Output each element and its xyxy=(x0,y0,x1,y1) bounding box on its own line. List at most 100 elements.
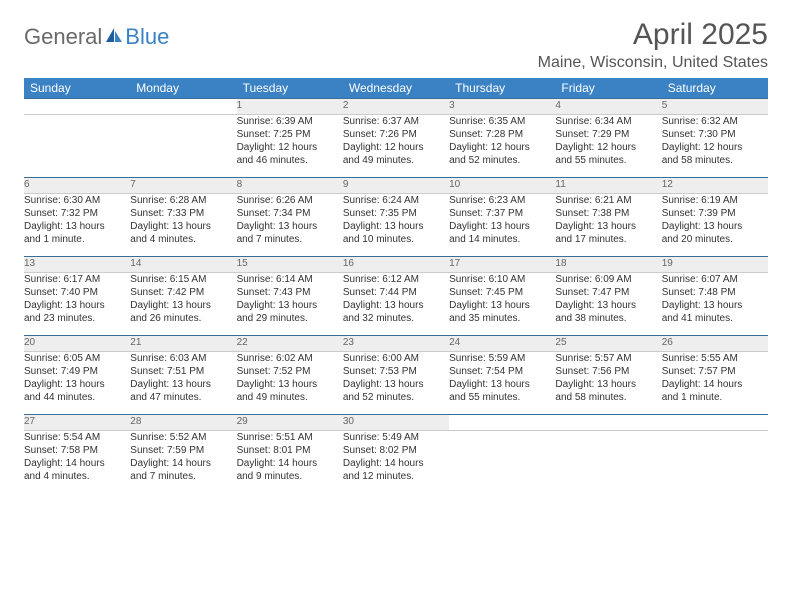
sunrise-text: Sunrise: 6:30 AM xyxy=(24,194,130,207)
daylight-text-1: Daylight: 13 hours xyxy=(24,299,130,312)
sunrise-text: Sunrise: 6:21 AM xyxy=(555,194,661,207)
sunrise-text: Sunrise: 6:00 AM xyxy=(343,352,449,365)
sunset-text: Sunset: 8:02 PM xyxy=(343,444,449,457)
daylight-text-2: and 58 minutes. xyxy=(555,391,661,404)
day-detail-cell: Sunrise: 6:17 AMSunset: 7:40 PMDaylight:… xyxy=(24,273,130,336)
day-number-cell xyxy=(662,415,768,431)
day-number-cell: 28 xyxy=(130,415,236,431)
daylight-text-1: Daylight: 12 hours xyxy=(555,141,661,154)
daylight-text-1: Daylight: 14 hours xyxy=(237,457,343,470)
daylight-text-2: and 49 minutes. xyxy=(343,154,449,167)
day-detail-cell: Sunrise: 6:19 AMSunset: 7:39 PMDaylight:… xyxy=(662,194,768,257)
sunrise-text: Sunrise: 6:35 AM xyxy=(449,115,555,128)
day-detail-cell: Sunrise: 5:59 AMSunset: 7:54 PMDaylight:… xyxy=(449,352,555,415)
day-number-cell: 13 xyxy=(24,257,130,273)
sunrise-text: Sunrise: 6:14 AM xyxy=(237,273,343,286)
weekday-header: Monday xyxy=(130,78,236,99)
daylight-text-2: and 44 minutes. xyxy=(24,391,130,404)
calendar-table: Sunday Monday Tuesday Wednesday Thursday… xyxy=(24,78,768,493)
day-number-cell: 5 xyxy=(662,99,768,115)
month-title: April 2025 xyxy=(538,18,768,52)
daylight-text-1: Daylight: 13 hours xyxy=(343,378,449,391)
day-detail-cell: Sunrise: 6:32 AMSunset: 7:30 PMDaylight:… xyxy=(662,115,768,178)
daylight-text-1: Daylight: 13 hours xyxy=(237,378,343,391)
sunrise-text: Sunrise: 6:02 AM xyxy=(237,352,343,365)
sunset-text: Sunset: 7:44 PM xyxy=(343,286,449,299)
sail-icon xyxy=(104,26,124,44)
day-number-cell: 11 xyxy=(555,178,661,194)
day-detail-cell: Sunrise: 6:05 AMSunset: 7:49 PMDaylight:… xyxy=(24,352,130,415)
sunset-text: Sunset: 7:29 PM xyxy=(555,128,661,141)
daylight-text-1: Daylight: 13 hours xyxy=(24,220,130,233)
daylight-text-2: and 55 minutes. xyxy=(449,391,555,404)
location-text: Maine, Wisconsin, United States xyxy=(538,54,768,72)
day-detail-cell: Sunrise: 5:55 AMSunset: 7:57 PMDaylight:… xyxy=(662,352,768,415)
day-detail-cell: Sunrise: 6:03 AMSunset: 7:51 PMDaylight:… xyxy=(130,352,236,415)
daynum-row: 13141516171819 xyxy=(24,257,768,273)
weekday-header: Wednesday xyxy=(343,78,449,99)
daynum-row: 6789101112 xyxy=(24,178,768,194)
sunrise-text: Sunrise: 6:03 AM xyxy=(130,352,236,365)
daylight-text-2: and 17 minutes. xyxy=(555,233,661,246)
day-number-cell: 7 xyxy=(130,178,236,194)
sunrise-text: Sunrise: 6:32 AM xyxy=(662,115,768,128)
day-number-cell xyxy=(449,415,555,431)
sunrise-text: Sunrise: 5:59 AM xyxy=(449,352,555,365)
daylight-text-1: Daylight: 13 hours xyxy=(449,220,555,233)
day-number-cell: 2 xyxy=(343,99,449,115)
day-detail-cell xyxy=(662,431,768,494)
sunrise-text: Sunrise: 5:49 AM xyxy=(343,431,449,444)
daylight-text-2: and 12 minutes. xyxy=(343,470,449,483)
daylight-text-1: Daylight: 13 hours xyxy=(343,299,449,312)
detail-row: Sunrise: 6:05 AMSunset: 7:49 PMDaylight:… xyxy=(24,352,768,415)
sunset-text: Sunset: 7:33 PM xyxy=(130,207,236,220)
day-detail-cell: Sunrise: 6:39 AMSunset: 7:25 PMDaylight:… xyxy=(237,115,343,178)
daylight-text-1: Daylight: 14 hours xyxy=(343,457,449,470)
sunset-text: Sunset: 7:30 PM xyxy=(662,128,768,141)
brand-logo: General Blue xyxy=(24,18,169,50)
daylight-text-2: and 58 minutes. xyxy=(662,154,768,167)
sunset-text: Sunset: 7:42 PM xyxy=(130,286,236,299)
sunrise-text: Sunrise: 6:05 AM xyxy=(24,352,130,365)
daylight-text-1: Daylight: 14 hours xyxy=(130,457,236,470)
sunset-text: Sunset: 7:54 PM xyxy=(449,365,555,378)
daylight-text-2: and 9 minutes. xyxy=(237,470,343,483)
sunrise-text: Sunrise: 5:52 AM xyxy=(130,431,236,444)
day-detail-cell: Sunrise: 6:35 AMSunset: 7:28 PMDaylight:… xyxy=(449,115,555,178)
day-number-cell: 10 xyxy=(449,178,555,194)
daylight-text-2: and 4 minutes. xyxy=(24,470,130,483)
daylight-text-1: Daylight: 13 hours xyxy=(130,220,236,233)
title-block: April 2025 Maine, Wisconsin, United Stat… xyxy=(538,18,768,72)
day-number-cell: 24 xyxy=(449,336,555,352)
day-detail-cell: Sunrise: 6:23 AMSunset: 7:37 PMDaylight:… xyxy=(449,194,555,257)
daylight-text-2: and 41 minutes. xyxy=(662,312,768,325)
day-detail-cell: Sunrise: 6:15 AMSunset: 7:42 PMDaylight:… xyxy=(130,273,236,336)
day-detail-cell: Sunrise: 6:24 AMSunset: 7:35 PMDaylight:… xyxy=(343,194,449,257)
day-detail-cell xyxy=(449,431,555,494)
daylight-text-1: Daylight: 12 hours xyxy=(237,141,343,154)
day-detail-cell: Sunrise: 6:21 AMSunset: 7:38 PMDaylight:… xyxy=(555,194,661,257)
day-number-cell: 3 xyxy=(449,99,555,115)
daylight-text-2: and 4 minutes. xyxy=(130,233,236,246)
day-number-cell: 1 xyxy=(237,99,343,115)
brand-blue: Blue xyxy=(125,24,169,50)
day-detail-cell: Sunrise: 5:54 AMSunset: 7:58 PMDaylight:… xyxy=(24,431,130,494)
day-detail-cell: Sunrise: 6:09 AMSunset: 7:47 PMDaylight:… xyxy=(555,273,661,336)
calendar-page: General Blue April 2025 Maine, Wisconsin… xyxy=(0,0,792,513)
daylight-text-2: and 35 minutes. xyxy=(449,312,555,325)
day-number-cell: 29 xyxy=(237,415,343,431)
day-number-cell: 6 xyxy=(24,178,130,194)
day-detail-cell: Sunrise: 6:07 AMSunset: 7:48 PMDaylight:… xyxy=(662,273,768,336)
daylight-text-2: and 20 minutes. xyxy=(662,233,768,246)
sunset-text: Sunset: 7:26 PM xyxy=(343,128,449,141)
sunrise-text: Sunrise: 6:26 AM xyxy=(237,194,343,207)
daylight-text-2: and 7 minutes. xyxy=(237,233,343,246)
daylight-text-2: and 38 minutes. xyxy=(555,312,661,325)
daylight-text-1: Daylight: 12 hours xyxy=(343,141,449,154)
day-number-cell: 27 xyxy=(24,415,130,431)
daylight-text-1: Daylight: 12 hours xyxy=(662,141,768,154)
sunrise-text: Sunrise: 6:07 AM xyxy=(662,273,768,286)
daylight-text-1: Daylight: 13 hours xyxy=(662,220,768,233)
day-detail-cell: Sunrise: 6:26 AMSunset: 7:34 PMDaylight:… xyxy=(237,194,343,257)
day-number-cell: 30 xyxy=(343,415,449,431)
